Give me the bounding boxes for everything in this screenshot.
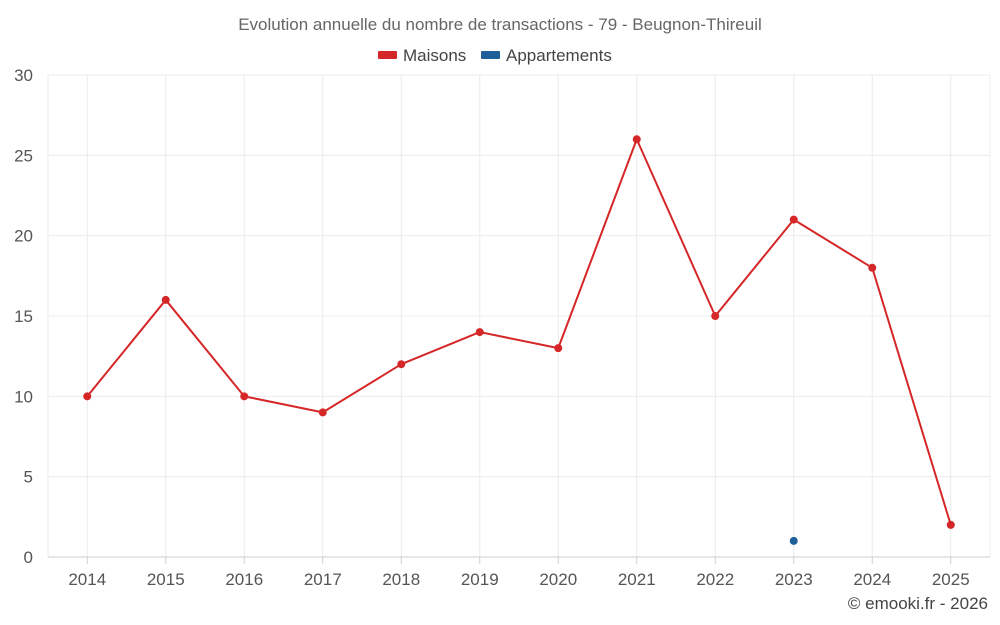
data-point-maisons[interactable] bbox=[789, 215, 798, 224]
x-tick-label: 2024 bbox=[853, 570, 891, 589]
x-tick-label: 2015 bbox=[147, 570, 185, 589]
x-axis: 2014 2015 2016 2017 2018 2019 2020 2021 2022 2023… bbox=[48, 556, 990, 589]
legend-label-appartements: Appartements bbox=[506, 46, 612, 65]
x-tick-label: 2023 bbox=[775, 570, 813, 589]
x-tick-label: 2020 bbox=[539, 570, 577, 589]
y-tick-label: 15 bbox=[14, 307, 33, 326]
series-line-maisons bbox=[86, 138, 952, 526]
series-layer bbox=[83, 135, 955, 545]
y-tick-label: 25 bbox=[14, 146, 33, 165]
legend-swatch-appartements bbox=[481, 51, 500, 59]
y-tick-label: 10 bbox=[14, 387, 33, 406]
data-point-maisons[interactable] bbox=[318, 408, 327, 417]
gridlines bbox=[48, 74, 991, 557]
x-tick-label: 2016 bbox=[225, 570, 263, 589]
legend-label-maisons: Maisons bbox=[403, 46, 466, 65]
data-point-maisons[interactable] bbox=[161, 295, 170, 304]
x-tick-label: 2014 bbox=[68, 570, 106, 589]
chart-title: Evolution annuelle du nombre de transact… bbox=[238, 15, 762, 34]
legend-swatch-maisons bbox=[378, 51, 397, 59]
data-point-maisons[interactable] bbox=[83, 392, 92, 401]
x-tick-label: 2021 bbox=[618, 570, 656, 589]
y-tick-label: 20 bbox=[14, 227, 33, 246]
x-tick-label: 2018 bbox=[382, 570, 420, 589]
data-point-maisons[interactable] bbox=[554, 344, 563, 353]
y-tick-label: 5 bbox=[24, 468, 33, 487]
x-tick-label: 2025 bbox=[932, 570, 970, 589]
data-point-maisons[interactable] bbox=[397, 360, 406, 369]
data-point-maisons[interactable] bbox=[946, 520, 955, 529]
credit-text: © emooki.fr - 2026 bbox=[848, 594, 988, 613]
legend[interactable]: Maisons Appartements bbox=[378, 46, 612, 65]
data-point-appartements[interactable] bbox=[789, 536, 798, 545]
data-point-maisons[interactable] bbox=[240, 392, 249, 401]
y-tick-label: 30 bbox=[14, 66, 33, 85]
data-point-maisons[interactable] bbox=[711, 312, 720, 320]
data-point-maisons[interactable] bbox=[475, 328, 484, 337]
data-point-maisons[interactable] bbox=[868, 263, 877, 272]
x-tick-label: 2017 bbox=[304, 570, 342, 589]
x-tick-label: 2022 bbox=[696, 570, 734, 589]
data-point-maisons[interactable] bbox=[632, 135, 641, 144]
legend-item-appartements[interactable]: Appartements bbox=[481, 46, 612, 65]
x-tick-label: 2019 bbox=[461, 570, 499, 589]
legend-item-maisons[interactable]: Maisons bbox=[378, 46, 466, 65]
y-tick-label: 0 bbox=[24, 548, 33, 567]
y-axis: 0 5 10 15 20 25 30 bbox=[14, 66, 49, 567]
